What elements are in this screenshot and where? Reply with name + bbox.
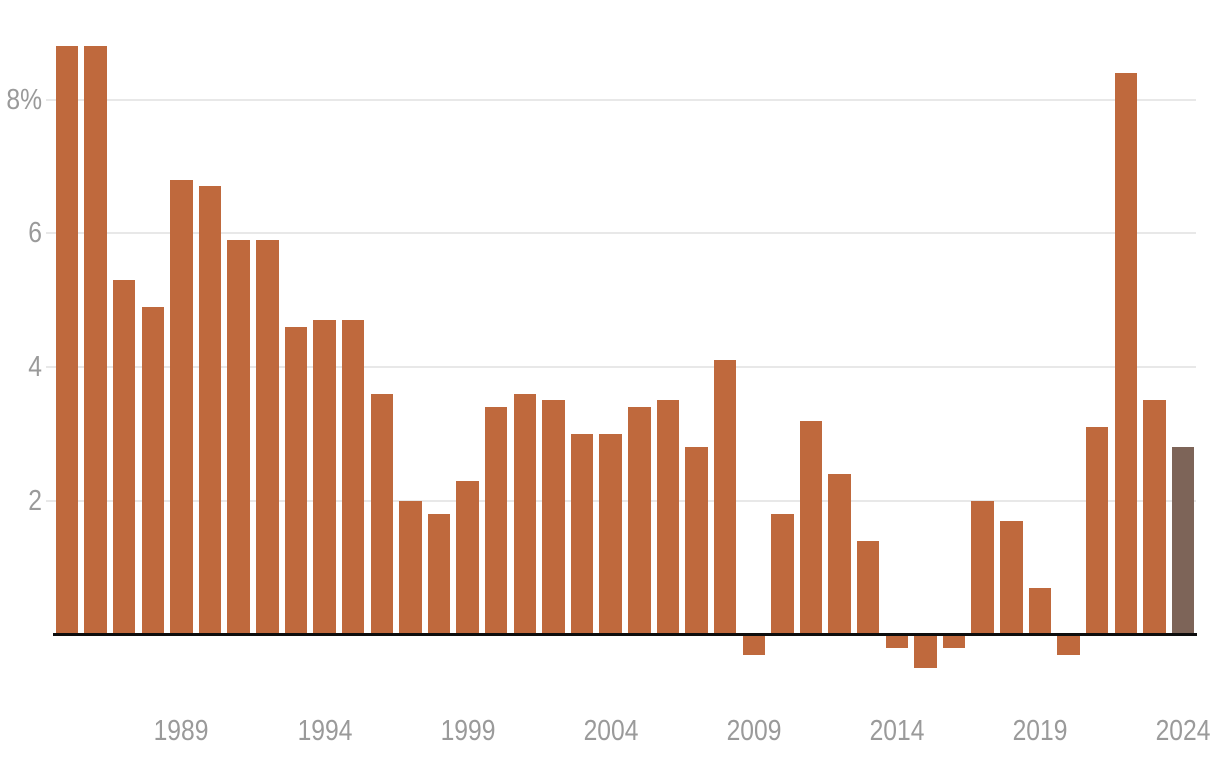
bar-2001: [513, 393, 537, 635]
x-tick-label-2009: 2009: [726, 715, 782, 747]
bar-2007: [685, 447, 708, 635]
bar-2011: [799, 420, 823, 635]
bar-1991: [227, 239, 250, 635]
y-tick-label-4: 4: [28, 351, 42, 383]
x-tick-label-2024: 2024: [1155, 715, 1211, 747]
bar-2004: [599, 433, 622, 635]
bar-2016: [942, 634, 966, 648]
gridline-6: [46, 232, 1196, 235]
x-tick-label-1989: 1989: [154, 715, 209, 747]
bar-2010: [771, 514, 794, 635]
x-tick-label-1999: 1999: [440, 715, 496, 747]
bar-1995: [341, 320, 365, 635]
bar-2015: [914, 634, 937, 668]
bar-2008: [713, 360, 737, 635]
bar-1985: [55, 46, 79, 635]
bar-2000: [484, 407, 508, 635]
y-tick-label-6: 6: [28, 217, 42, 250]
x-tick-label-2019: 2019: [1012, 715, 1068, 747]
gridline-4: [46, 366, 1196, 368]
bar-1998: [427, 514, 451, 635]
bar-2023: [1143, 400, 1166, 635]
bar-1994: [313, 320, 336, 635]
bar-1999: [456, 480, 479, 635]
bar-2012: [828, 474, 851, 635]
y-tick-label-8: 8%: [6, 83, 42, 116]
bar-1987: [112, 280, 136, 635]
bar-2019: [1028, 587, 1052, 635]
x-tick-label-2014: 2014: [869, 715, 925, 747]
x-axis-line: [53, 633, 1197, 636]
bar-2003: [570, 433, 594, 635]
bar-2021: [1085, 427, 1109, 635]
bar-1989: [170, 179, 193, 635]
bar-1993: [284, 326, 308, 635]
bar-2014: [885, 634, 909, 648]
x-tick-label-1994: 1994: [297, 715, 352, 747]
x-tick-label-2004: 2004: [583, 715, 639, 747]
y-tick-label-2: 2: [28, 484, 42, 517]
bar-2018: [1000, 520, 1023, 635]
bar-1997: [399, 500, 422, 635]
bar-2017: [971, 500, 994, 635]
bar-2022: [1114, 72, 1137, 635]
bar-2020: [1057, 634, 1080, 655]
bar-2005: [628, 407, 651, 635]
bar-1992: [256, 239, 279, 635]
bar-2009: [742, 634, 765, 655]
bar-2002: [542, 400, 565, 635]
bar-1986: [84, 46, 107, 635]
bar-1988: [141, 306, 165, 635]
gridline-8: [46, 98, 1196, 101]
bar-2013: [856, 540, 880, 635]
bar-2024: [1171, 447, 1195, 635]
bar-1990: [198, 186, 222, 635]
bar-2006: [656, 400, 680, 635]
bar-1996: [370, 393, 393, 635]
